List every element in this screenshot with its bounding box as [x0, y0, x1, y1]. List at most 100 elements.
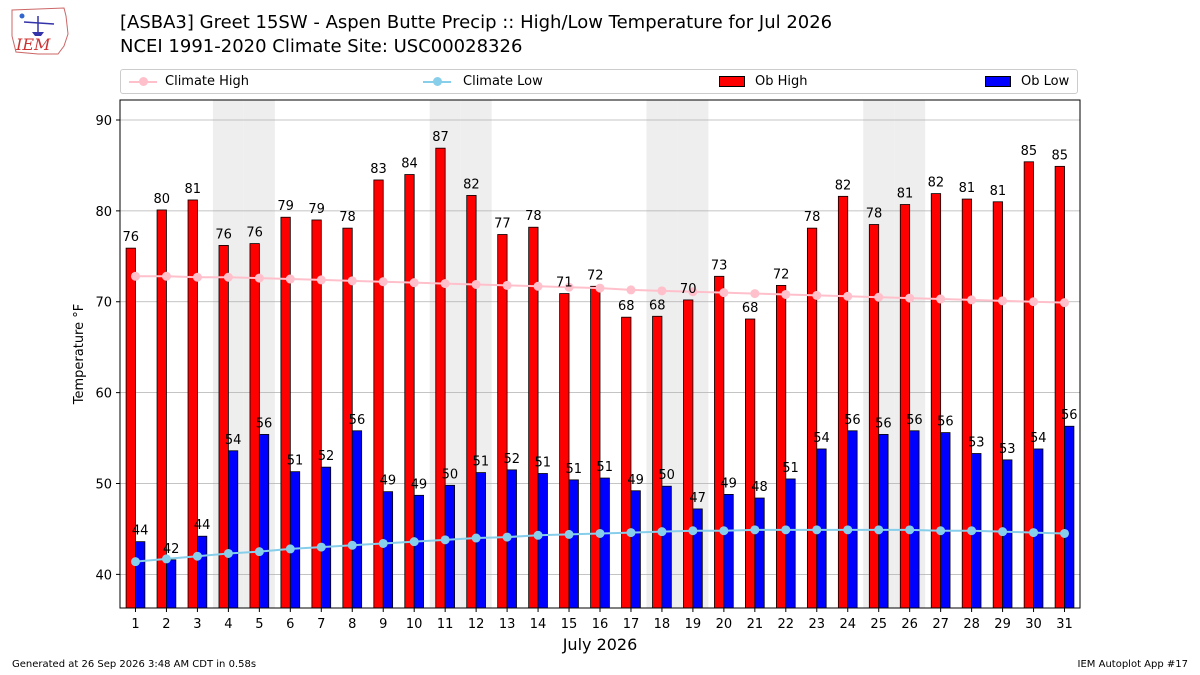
ob-high-bar-20 — [714, 275, 725, 609]
data-labels: 76 80 81 76 76 79 79 78 83 84 87 82 77 78 71 72 68 68 70 73… — [123, 130, 1078, 557]
ob-low-label-9: 49 — [380, 474, 397, 489]
x-tick-label-1: 1 — [131, 617, 139, 632]
ob-high-label-5: 76 — [246, 226, 263, 241]
x-tick-label-17: 17 — [623, 617, 640, 632]
ob-low-label-1: 44 — [132, 524, 149, 539]
ob-low-label-5: 56 — [256, 416, 273, 431]
ob-high-label-29: 81 — [990, 184, 1007, 199]
climate-high-point-7 — [316, 275, 326, 285]
climate-low-point-3 — [192, 551, 202, 561]
ob-high-label-26: 81 — [897, 187, 914, 202]
chart-subtitle: NCEI 1991-2020 Climate Site: USC00028326 — [120, 36, 523, 57]
ob-low-label-13: 52 — [504, 452, 521, 467]
ob-high-label-10: 84 — [401, 157, 418, 172]
ob-high-label-25: 78 — [866, 207, 883, 222]
legend-label-climate-low: Climate Low — [463, 74, 543, 89]
x-axis-label: July 2026 — [562, 635, 638, 654]
ob-high-label-21: 68 — [742, 301, 759, 316]
ob-high-bar-17 — [621, 316, 632, 609]
generated-timestamp: Generated at 26 Sep 2026 3:48 AM CDT in … — [12, 659, 257, 670]
climate-high-point-17 — [626, 285, 636, 295]
ob-low-label-19: 47 — [689, 491, 706, 506]
x-tick-label-18: 18 — [654, 617, 671, 632]
ob-low-label-31: 56 — [1061, 408, 1078, 423]
ob-low-bar-19 — [692, 508, 703, 609]
ob-low-bar-4 — [227, 450, 239, 609]
climate-low-point-18 — [657, 527, 667, 537]
ob-high-label-18: 68 — [649, 298, 666, 313]
legend: Climate High Climate Low Ob High Ob Low — [120, 69, 1078, 94]
climate-low-point-14 — [533, 530, 543, 540]
x-tick-label-16: 16 — [592, 617, 609, 632]
climate-low-point-4 — [223, 548, 233, 558]
climate-high-point-15 — [564, 282, 574, 292]
climate-high-point-26 — [905, 293, 915, 303]
climate-high-point-19 — [688, 287, 698, 297]
ob-low-label-8: 56 — [349, 413, 366, 428]
ob-low-label-3: 44 — [194, 518, 211, 533]
x-tick-label-26: 26 — [901, 617, 918, 632]
chart-title: [ASBA3] Greet 15SW - Aspen Butte Precip … — [120, 12, 833, 33]
ob-low-label-12: 51 — [473, 455, 490, 470]
y-tick-label-50: 50 — [95, 477, 112, 492]
climate-high-point-27 — [936, 294, 946, 304]
x-tick-label-22: 22 — [778, 617, 795, 632]
ob-high-label-9: 83 — [370, 162, 387, 177]
climate-high-point-29 — [998, 296, 1008, 306]
climate-lines — [130, 271, 1070, 567]
climate-low-point-15 — [564, 529, 574, 539]
climate-low-point-28 — [967, 526, 977, 536]
ob-high-label-20: 73 — [711, 258, 728, 273]
climate-low-point-5 — [254, 547, 264, 557]
ob-low-bar-15 — [568, 479, 579, 609]
climate-low-point-12 — [471, 533, 481, 543]
ob-high-bar-21 — [745, 318, 756, 609]
ob-low-bar-6 — [289, 471, 301, 609]
ob-high-label-16: 72 — [587, 268, 604, 283]
climate-high-point-9 — [378, 277, 388, 287]
x-tick-label-14: 14 — [530, 617, 547, 632]
y-tick-label-90: 90 — [95, 114, 112, 129]
ob-low-bar-11 — [444, 484, 455, 609]
ob-low-label-2: 42 — [163, 542, 180, 557]
ob-high-label-1: 76 — [123, 230, 140, 245]
ob-high-label-13: 77 — [494, 216, 511, 231]
y-axis-label: Temperature °F — [72, 304, 87, 405]
ob-low-bar-18 — [661, 485, 672, 609]
climate-high-point-25 — [874, 292, 884, 302]
ob-high-bar-15 — [559, 293, 570, 609]
climate-low-point-9 — [378, 538, 388, 548]
ob-high-label-2: 80 — [153, 192, 170, 207]
x-tick-label-4: 4 — [224, 617, 232, 632]
x-tick-label-15: 15 — [561, 617, 578, 632]
climate-low-point-8 — [347, 540, 357, 550]
climate-low-point-22 — [781, 525, 791, 535]
ob-high-bar-13 — [497, 234, 508, 609]
ob-high-label-15: 71 — [556, 276, 573, 291]
climate-high-point-23 — [812, 290, 822, 300]
y-tick-label-60: 60 — [95, 387, 112, 402]
ob-high-bar-1 — [125, 247, 136, 609]
climate-high-point-5 — [254, 273, 264, 283]
ob-high-bar-3 — [187, 199, 198, 609]
climate-high-point-21 — [750, 289, 760, 299]
x-tick-label-24: 24 — [839, 617, 856, 632]
legend-label-climate-high: Climate High — [165, 74, 250, 89]
climate-low-point-6 — [285, 544, 295, 554]
ob-low-bar-3 — [197, 535, 208, 609]
climate-high-point-11 — [440, 279, 450, 289]
ob-high-label-11: 87 — [432, 130, 449, 145]
y-tick-label-70: 70 — [95, 296, 112, 311]
ob-low-bar-22 — [785, 478, 796, 609]
legend-label-ob-high: Ob High — [755, 74, 808, 89]
climate-high-point-30 — [1029, 297, 1039, 307]
climate-high-point-18 — [657, 286, 667, 296]
ob-high-label-6: 79 — [277, 199, 294, 214]
ob-low-label-20: 49 — [720, 476, 737, 491]
ob-high-bar-19 — [683, 299, 694, 609]
climate-high-point-22 — [781, 289, 791, 299]
ob-high-bar-30 — [1023, 161, 1034, 609]
ob-high-bar-16 — [590, 285, 601, 609]
x-tick-label-25: 25 — [870, 617, 887, 632]
